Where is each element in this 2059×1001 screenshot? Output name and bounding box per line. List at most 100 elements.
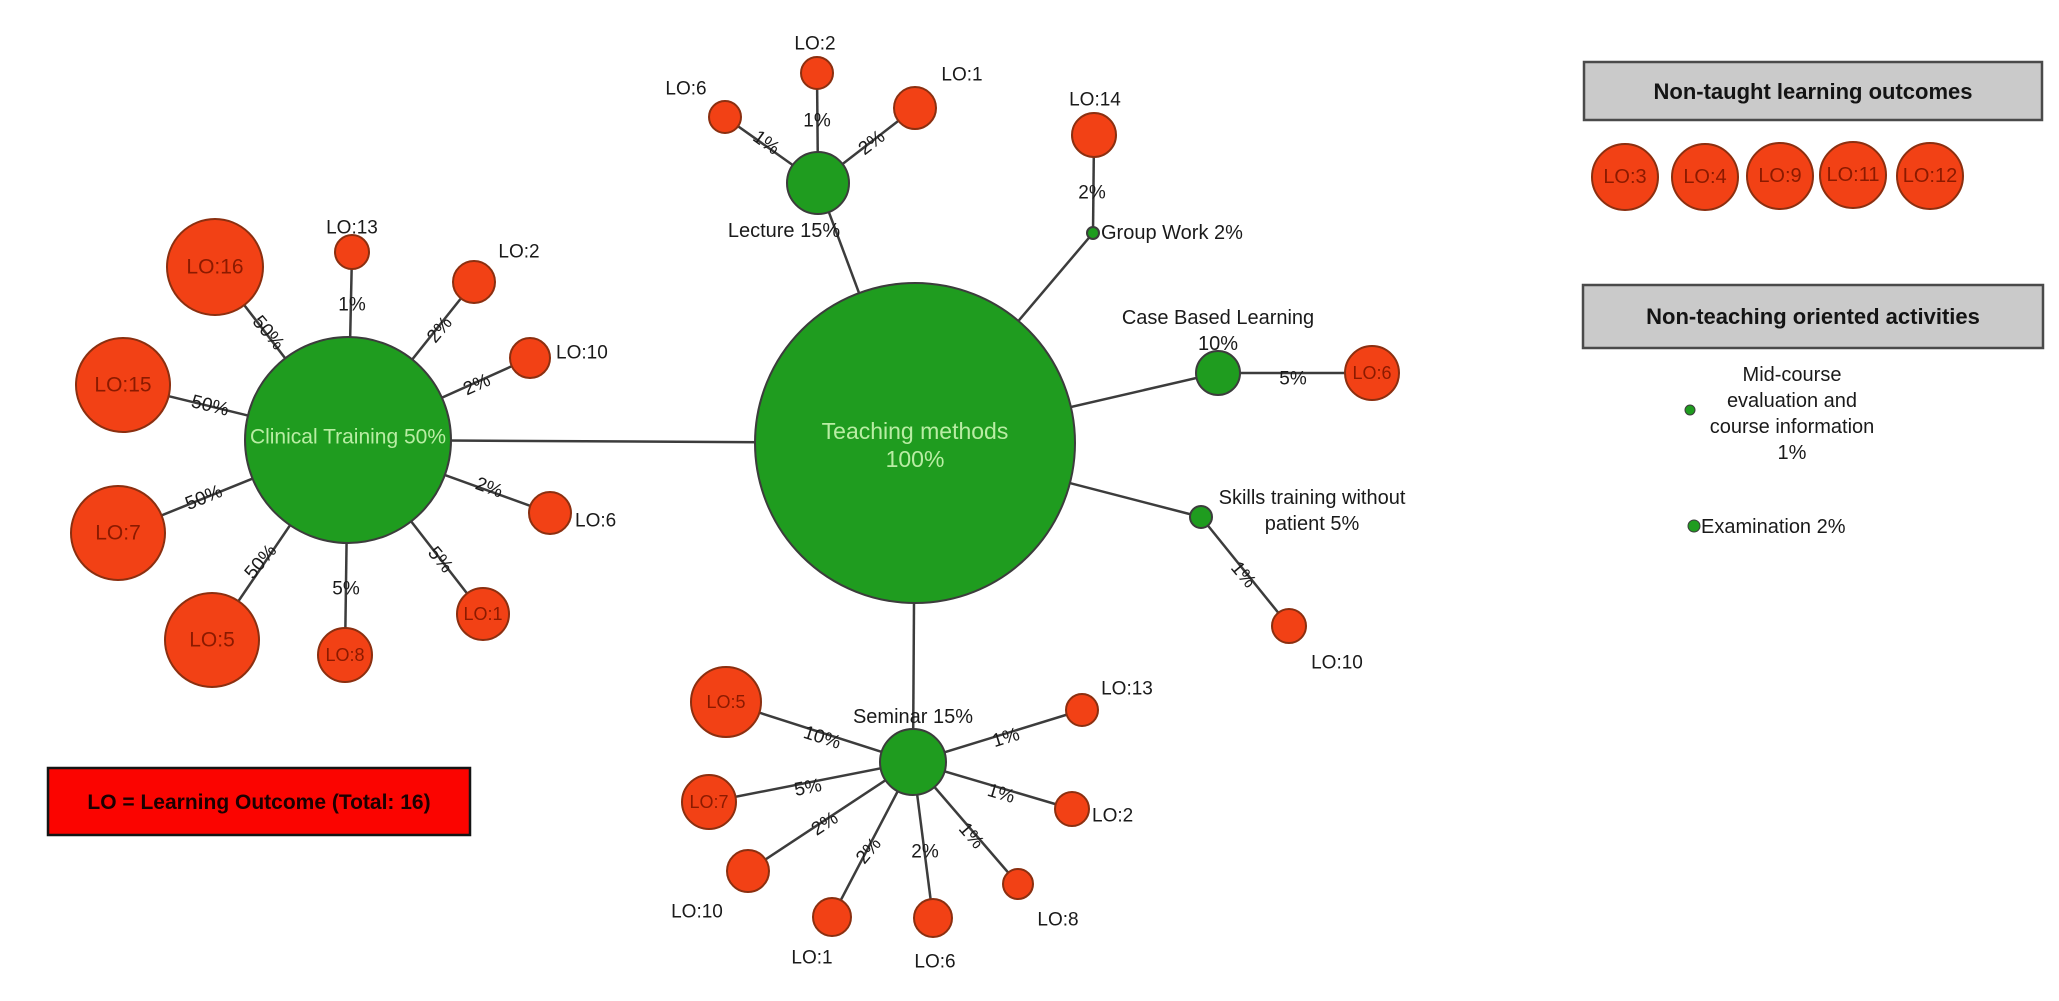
edge-percent-label: 1% [1226,558,1260,593]
hub-label-clinical-training: Clinical Training 50% [250,426,446,449]
teaching-methods-label: Teaching methods [822,418,1009,444]
satellite-label-lo-6: LO:6 [575,511,616,532]
edge-percent-label: 5% [1279,369,1307,390]
satellite-label-lo-6: LO:6 [1352,363,1391,383]
satellite-node-lo-14 [1071,112,1117,158]
hub-label-skills-training-without-patient: patient 5% [1265,513,1360,535]
satellite-label-lo-10: LO:10 [1311,653,1363,674]
hub-node-group-work [1086,226,1100,240]
satellite-label-lo-2: LO:2 [1092,806,1133,827]
satellite-label-lo-1: LO:1 [463,604,502,624]
satellite-label-lo-13: LO:13 [326,218,378,239]
non-taught-node-lo-3 [1591,143,1659,211]
activity-label: Examination 2% [1701,516,1846,538]
satellite-node-lo-1 [812,897,852,937]
satellite-node-lo-1 [893,86,937,130]
edge-percent-label: 10% [801,722,844,754]
non-taught-label-lo-12: LO:12 [1903,165,1957,187]
satellite-node-lo-8 [1002,868,1034,900]
satellite-node-lo-7 [70,485,166,581]
nodes-layer [70,56,1400,938]
satellite-node-lo-2 [1054,791,1090,827]
legend-text: LO = Learning Outcome (Total: 16) [87,791,430,814]
edge-percent-label: 5% [793,775,824,801]
non-teaching-items: Mid-course evaluation and course informati… [1684,364,1875,538]
satellite-node-lo-8 [317,627,373,683]
satellite-node-lo-10 [509,337,551,379]
hub-label-skills-training-without-patient: Skills training without [1219,487,1406,509]
panel-non-teaching-title: Non-teaching oriented activities [1646,304,1980,329]
panel-non-teaching: Non-teaching oriented activities Mid-cou… [1581,283,2045,538]
satellite-label-lo-7: LO:7 [689,792,728,812]
hub-node-lecture [786,151,850,215]
satellite-node-lo-7 [681,774,737,830]
satellite-node-lo-16 [166,218,264,316]
edge-percent-label: 50% [189,391,231,420]
hub-label-lecture: Lecture 15% [728,220,841,242]
non-taught-label-lo-9: LO:9 [1758,165,1801,187]
satellite-label-lo-8: LO:8 [1037,910,1078,931]
panel-non-taught-box [1582,60,2044,122]
satellite-node-lo-13 [334,234,370,270]
panel-non-teaching-box [1581,283,2045,350]
non-taught-node-lo-4 [1671,143,1739,211]
satellite-label-lo-10: LO:10 [671,902,723,923]
edge-line [1200,516,1290,627]
satellite-label-lo-15: LO:15 [94,374,151,397]
hub-label-group-work: Group Work 2% [1101,222,1243,244]
edge-percent-label: 2% [473,473,506,502]
satellite-label-lo-1: LO:1 [791,948,832,969]
satellite-node-lo-15 [75,337,171,433]
satellite-label-lo-13: LO:13 [1101,679,1153,700]
satellite-node-lo-1 [456,587,510,641]
satellite-label-lo-6: LO:6 [914,952,955,973]
non-taught-items: LO:3 LO:4 LO:9 LO:11 LO:12 [1591,141,1964,211]
satellite-label-lo-6: LO:6 [665,79,706,100]
legend-box [46,766,472,837]
activity-label: evaluation and [1727,390,1857,412]
satellite-label-lo-2: LO:2 [498,242,539,263]
edge-percent-label: 2% [911,842,939,863]
satellite-label-lo-1: LO:1 [941,65,982,86]
satellite-node-lo-6 [528,491,572,535]
activity-dot [1687,519,1701,533]
edge-percent-label: 1% [803,111,831,132]
satellite-node-lo-10 [1271,608,1307,644]
non-taught-label-lo-11: LO:11 [1827,164,1880,186]
panel-non-taught-title: Non-taught learning outcomes [1654,79,1973,104]
satellite-label-lo-5: LO:5 [189,629,235,652]
satellite-node-lo-6 [708,100,742,134]
hub-label-case-based-learning: Case Based Learning [1122,307,1314,329]
hub-node-seminar [879,728,947,796]
satellite-node-lo-2 [452,260,496,304]
edge-percent-label: 2% [1078,183,1106,204]
edge-percent-label: 50% [182,481,225,515]
satellite-node-lo-13 [1065,693,1099,727]
satellite-node-lo-5 [164,592,260,688]
non-taught-node-lo-9 [1746,142,1814,210]
satellite-node-lo-6 [913,898,953,938]
edge-percent-label: 2% [423,313,457,348]
activity-dot [1684,404,1696,416]
edge-percent-label: 5% [332,579,360,600]
edge-percent-label: 2% [852,834,886,869]
edge-percent-label: 1% [338,295,366,316]
hub-node-teaching-methods [754,282,1076,604]
non-taught-label-lo-4: LO:4 [1683,166,1726,188]
satellite-label-lo-2: LO:2 [794,34,835,55]
edge-percent-label: 2% [460,370,494,400]
satellite-label-lo-8: LO:8 [325,645,364,665]
satellite-node-lo-6 [1344,345,1400,401]
satellite-node-lo-10 [726,849,770,893]
edge-percent-label: 1% [954,819,988,854]
activity-label: course information [1710,416,1875,438]
panel-non-taught: Non-taught learning outcomes LO:3 LO:4 LO:… [1582,60,2044,211]
hub-node-clinical-training [244,336,452,544]
satellite-node-lo-2 [800,56,834,90]
non-taught-node-lo-11 [1819,141,1887,209]
edge-percent-label: 1% [990,724,1023,752]
non-taught-label-lo-3: LO:3 [1603,166,1646,188]
